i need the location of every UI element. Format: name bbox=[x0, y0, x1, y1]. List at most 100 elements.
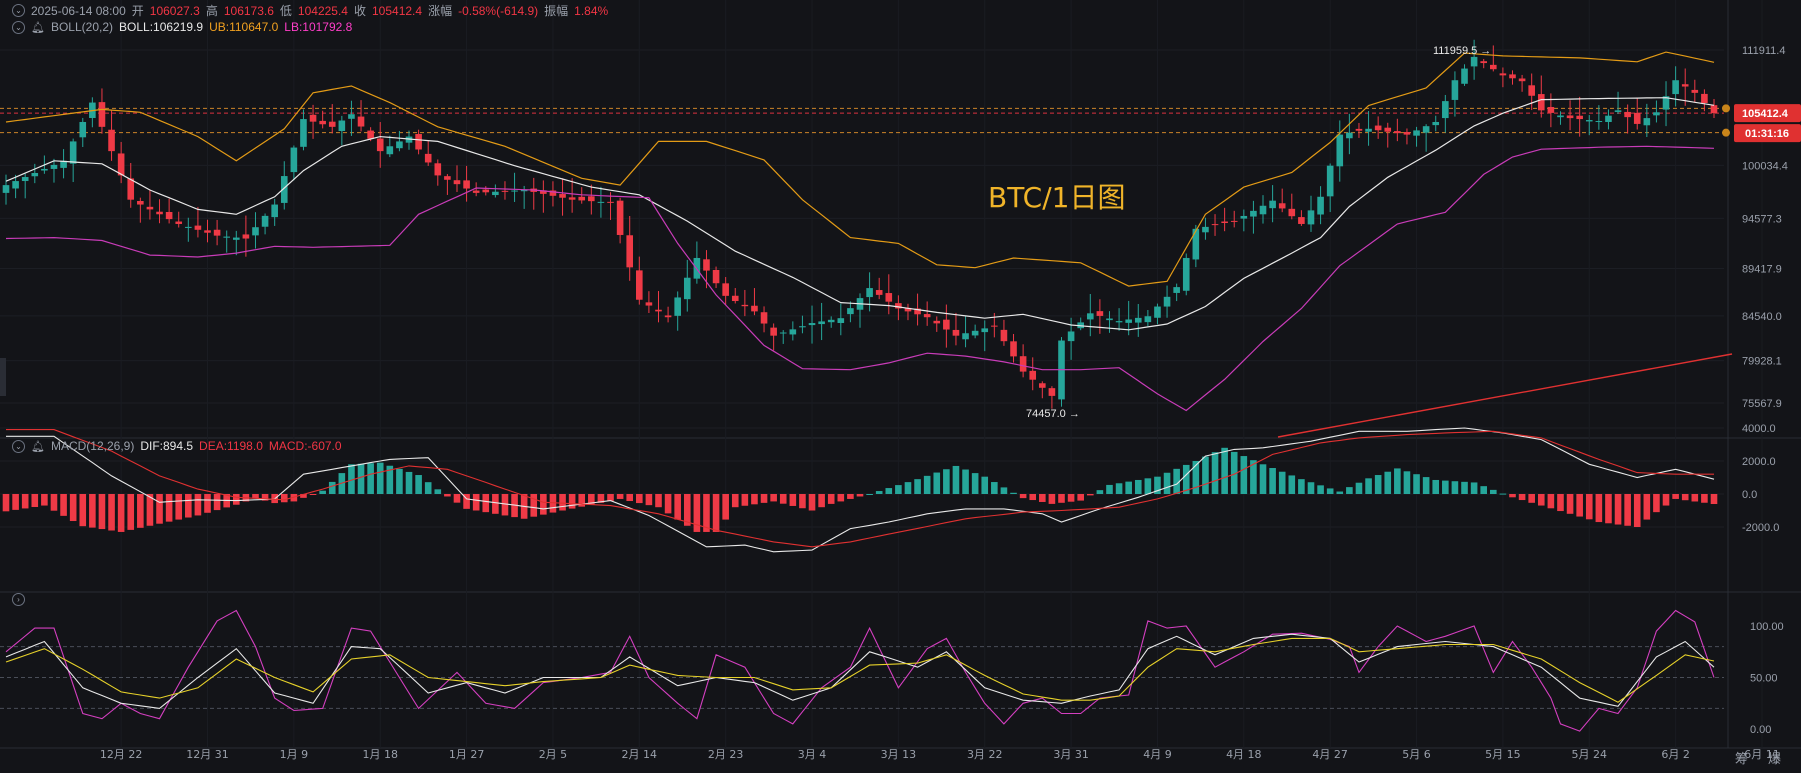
macd-histogram-bar bbox=[1221, 447, 1228, 494]
boll-lb-value: LB:101792.8 bbox=[284, 20, 353, 34]
candle-body bbox=[309, 114, 317, 122]
candle-body bbox=[434, 163, 442, 176]
kdj-j-line bbox=[5, 609, 1715, 732]
macd-histogram-bar bbox=[127, 494, 135, 530]
candle-body bbox=[703, 259, 710, 271]
candle-body bbox=[837, 318, 845, 324]
macd-histogram-bar bbox=[1480, 486, 1488, 494]
candle-body bbox=[31, 172, 39, 177]
candle-body bbox=[1394, 131, 1401, 134]
macd-histogram-bar bbox=[1086, 494, 1094, 496]
change-value: -0.58%(-614.9) bbox=[458, 3, 539, 18]
macd-histogram-bar bbox=[424, 482, 432, 494]
price-axis-label: 84540.0 bbox=[1742, 311, 1782, 323]
macd-histogram-bar bbox=[549, 494, 557, 513]
time-axis-label: 12月 22 bbox=[100, 748, 143, 761]
candle-body bbox=[818, 321, 825, 325]
candle-body bbox=[962, 333, 969, 340]
current-price-label: 105412.4 bbox=[1742, 108, 1789, 120]
candle-body bbox=[1557, 115, 1564, 118]
macd-histogram-bar bbox=[1000, 487, 1008, 494]
candle-body bbox=[1240, 215, 1248, 219]
collapse-icon[interactable]: ⌄ bbox=[12, 20, 25, 34]
macd-histogram-bar bbox=[1077, 494, 1084, 501]
macd-dea-value: DEA:1198.0 bbox=[199, 439, 263, 453]
macd-histogram-bar bbox=[482, 494, 490, 513]
candle-body bbox=[1154, 306, 1161, 318]
chart-watermark: BTC/1日图 bbox=[988, 181, 1126, 214]
candle-body bbox=[357, 116, 365, 127]
price-axis-label: 75567.9 bbox=[1742, 398, 1782, 410]
bell-icon[interactable]: 🔔︎ bbox=[31, 21, 45, 34]
time-axis-label: 6月 2 bbox=[1661, 748, 1690, 761]
candle-body bbox=[1298, 217, 1305, 224]
collapse-icon[interactable]: ⌄ bbox=[12, 4, 25, 17]
macd-histogram-bar bbox=[1528, 494, 1535, 503]
close-label: 收 bbox=[353, 4, 366, 18]
candle-body bbox=[175, 221, 183, 224]
kdj-axis-label: 50.00 bbox=[1750, 673, 1778, 685]
candle-body bbox=[348, 114, 355, 119]
candle-body bbox=[453, 180, 461, 185]
macd-histogram-bar bbox=[664, 494, 672, 514]
macd-histogram-bar bbox=[69, 494, 77, 522]
candle-body bbox=[1633, 112, 1641, 124]
footer-icons[interactable]: 筹 爆 bbox=[1734, 752, 1789, 767]
macd-histogram-bar bbox=[252, 494, 259, 499]
macd-histogram-bar bbox=[1355, 482, 1363, 494]
macd-histogram-bar bbox=[290, 494, 298, 502]
macd-histogram-bar bbox=[108, 494, 115, 531]
candle-body bbox=[511, 190, 518, 192]
candle-body bbox=[424, 153, 432, 163]
macd-histogram-bar bbox=[328, 481, 336, 494]
time-axis-label: 5月 6 bbox=[1402, 748, 1431, 761]
macd-histogram-bar bbox=[1451, 481, 1459, 494]
macd-histogram-bar bbox=[827, 494, 835, 504]
collapse-icon[interactable]: ⌄ bbox=[12, 439, 25, 453]
boll-name[interactable]: BOLL(20,2) bbox=[50, 20, 114, 34]
candle-body bbox=[79, 121, 87, 138]
candle-body bbox=[789, 329, 797, 335]
macd-histogram-bar bbox=[885, 488, 893, 494]
candle-body bbox=[808, 323, 816, 326]
candle-body bbox=[991, 325, 998, 327]
macd-histogram-bar bbox=[712, 494, 720, 532]
candle-body bbox=[232, 237, 240, 240]
macd-histogram-bar bbox=[156, 494, 163, 524]
macd-histogram-bar bbox=[1134, 479, 1142, 494]
expand-icon[interactable]: › bbox=[12, 593, 25, 606]
candle-body bbox=[1326, 165, 1334, 197]
ohlc-header: ⌄ 2025-06-14 08:00 开 106027.3 高 106173.6 低… bbox=[12, 2, 608, 19]
macd-histogram-bar bbox=[904, 482, 912, 494]
macd-histogram-bar bbox=[357, 463, 365, 494]
candle-body bbox=[1585, 120, 1593, 122]
candle-body bbox=[645, 302, 653, 306]
candle-body bbox=[472, 190, 480, 193]
macd-histogram-bar bbox=[1211, 452, 1219, 494]
bell-icon[interactable]: 🔔︎ bbox=[31, 440, 45, 453]
candle-body bbox=[664, 315, 672, 318]
candle-body bbox=[1010, 341, 1017, 357]
macd-histogram-bar bbox=[607, 494, 614, 501]
macd-histogram-bar bbox=[472, 494, 480, 511]
low-label: 低 bbox=[279, 4, 292, 18]
candle-body bbox=[252, 227, 259, 236]
candle-body bbox=[885, 293, 893, 302]
macd-histogram-bar bbox=[588, 494, 595, 505]
candle-body bbox=[60, 160, 67, 168]
macd-name[interactable]: MACD(12,26,9) bbox=[50, 439, 135, 453]
candle-body bbox=[319, 120, 326, 125]
side-panel-handle[interactable] bbox=[0, 358, 6, 396]
macd-histogram-bar bbox=[1585, 494, 1593, 520]
macd-histogram-bar bbox=[770, 494, 777, 502]
candle-body bbox=[1662, 96, 1670, 110]
macd-histogram-bar bbox=[194, 494, 202, 516]
candle-body bbox=[1048, 388, 1056, 396]
macd-histogram-bar bbox=[856, 494, 864, 497]
candle-body bbox=[482, 189, 490, 193]
macd-histogram-bar bbox=[453, 494, 461, 503]
candle-body bbox=[1681, 84, 1689, 87]
macd-histogram-bar bbox=[1701, 494, 1708, 503]
macd-histogram-bar bbox=[1624, 494, 1631, 526]
